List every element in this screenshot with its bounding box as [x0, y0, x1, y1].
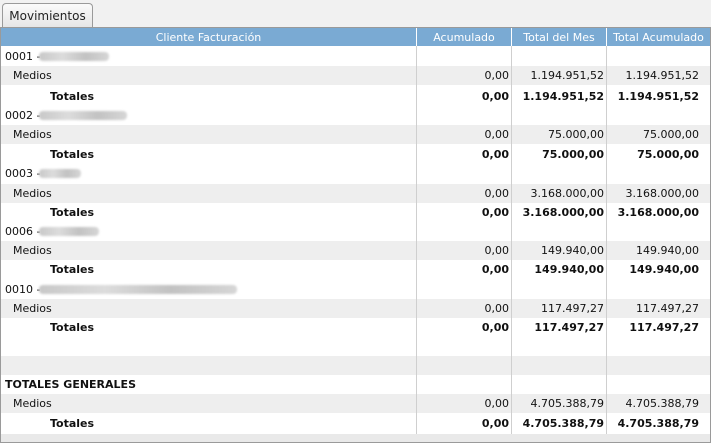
cell-total: 117.497,27: [629, 321, 699, 334]
cell-total: 4.705.388,79: [625, 397, 699, 410]
cell-total: 117.497,27: [636, 302, 699, 315]
client-row[interactable]: 0010 -: [1, 280, 710, 299]
group-label: TOTALES GENERALES: [5, 378, 136, 391]
cell-mes: 4.705.388,79: [522, 417, 604, 430]
totales-row[interactable]: Totales 0,00 149.940,00 149.940,00: [1, 260, 710, 279]
client-code: 0003 -: [5, 167, 41, 180]
cell-total: 3.168.000,00: [625, 187, 699, 200]
cell-mes: 149.940,00: [534, 263, 604, 276]
column-header-cliente[interactable]: Cliente Facturación: [1, 28, 417, 46]
cell-mes: 1.194.951,52: [522, 90, 604, 103]
column-header-acumulado[interactable]: Acumulado: [417, 28, 512, 46]
client-row[interactable]: 0006 -: [1, 222, 710, 241]
redacted-client-name: [39, 285, 237, 294]
medios-row[interactable]: Medios 0,00 1.194.951,52 1.194.951,52: [1, 66, 710, 85]
cell-mes: 117.497,27: [541, 302, 604, 315]
totales-label: Totales: [50, 206, 95, 219]
totales-label: Totales: [50, 417, 95, 430]
horizontal-scrollbar[interactable]: [1, 434, 710, 442]
column-header-total-mes[interactable]: Total del Mes: [512, 28, 607, 46]
cell-mes: 75.000,00: [548, 128, 604, 141]
medios-row[interactable]: Medios 0,00 149.940,00 149.940,00: [1, 241, 710, 260]
cell-mes: 3.168.000,00: [530, 187, 604, 200]
group-header-row[interactable]: TOTALES GENERALES: [1, 375, 710, 394]
cell-acumulado: 0,00: [484, 128, 510, 141]
movimientos-grid: Cliente Facturación Acumulado Total del …: [0, 27, 711, 443]
medios-label: Medios: [13, 302, 52, 315]
totales-row[interactable]: Totales 0,00 75.000,00 75.000,00: [1, 145, 710, 164]
tab-strip: Movimientos: [0, 0, 711, 27]
totales-label: Totales: [50, 148, 95, 161]
totales-row[interactable]: Totales 0,00 4.705.388,79 4.705.388,79: [1, 414, 710, 433]
client-code: 0002 -: [5, 109, 41, 122]
cell-mes: 3.168.000,00: [522, 206, 604, 219]
totales-row[interactable]: Totales 0,00 3.168.000,00 3.168.000,00: [1, 203, 710, 222]
cell-mes: 1.194.951,52: [530, 69, 604, 82]
cell-total: 149.940,00: [629, 263, 699, 276]
cell-acumulado: 0,00: [481, 90, 509, 103]
cell-total: 1.194.951,52: [625, 69, 699, 82]
medios-row[interactable]: Medios 0,00 75.000,00 75.000,00: [1, 125, 710, 144]
cell-acumulado: 0,00: [481, 417, 509, 430]
medios-row[interactable]: Medios 0,00 4.705.388,79 4.705.388,79: [1, 394, 710, 413]
medios-label: Medios: [13, 128, 52, 141]
medios-row[interactable]: Medios 0,00 3.168.000,00 3.168.000,00: [1, 184, 710, 203]
cell-total: 75.000,00: [637, 148, 699, 161]
totales-label: Totales: [50, 321, 95, 334]
totales-row[interactable]: Totales 0,00 1.194.951,52 1.194.951,52: [1, 87, 710, 106]
medios-label: Medios: [13, 397, 52, 410]
redacted-client-name: [39, 169, 81, 178]
cell-total: 3.168.000,00: [617, 206, 699, 219]
cell-acumulado: 0,00: [484, 244, 510, 257]
cell-mes: 149.940,00: [541, 244, 604, 257]
client-row[interactable]: 0001 -: [1, 47, 710, 66]
totales-label: Totales: [50, 90, 95, 103]
medios-row[interactable]: Medios 0,00 117.497,27 117.497,27: [1, 299, 710, 318]
cell-total: 75.000,00: [643, 128, 699, 141]
cell-acumulado: 0,00: [484, 302, 510, 315]
client-code: 0001 -: [5, 50, 41, 63]
cell-mes: 117.497,27: [534, 321, 604, 334]
cell-acumulado: 0,00: [481, 148, 509, 161]
spacer-row: [1, 356, 710, 375]
cell-acumulado: 0,00: [484, 397, 510, 410]
cell-acumulado: 0,00: [484, 69, 510, 82]
column-header-total-acumulado[interactable]: Total Acumulado: [607, 28, 710, 46]
redacted-client-name: [39, 111, 127, 120]
redacted-client-name: [39, 227, 99, 236]
totales-label: Totales: [50, 263, 95, 276]
totales-row[interactable]: Totales 0,00 117.497,27 117.497,27: [1, 318, 710, 337]
column-divider: [511, 46, 512, 442]
medios-label: Medios: [13, 187, 52, 200]
cell-mes: 4.705.388,79: [530, 397, 604, 410]
tab-movimientos[interactable]: Movimientos: [2, 3, 93, 27]
client-row[interactable]: 0002 -: [1, 106, 710, 125]
column-divider: [416, 46, 417, 442]
cell-acumulado: 0,00: [481, 206, 509, 219]
client-row[interactable]: 0003 -: [1, 164, 710, 183]
client-code: 0006 -: [5, 225, 41, 238]
cell-acumulado: 0,00: [484, 187, 510, 200]
redacted-client-name: [39, 52, 109, 61]
column-divider: [606, 46, 607, 442]
cell-acumulado: 0,00: [481, 263, 509, 276]
cell-total: 1.194.951,52: [617, 90, 699, 103]
medios-label: Medios: [13, 69, 52, 82]
client-code: 0010 -: [5, 283, 41, 296]
cell-total: 4.705.388,79: [617, 417, 699, 430]
cell-total: 149.940,00: [636, 244, 699, 257]
medios-label: Medios: [13, 244, 52, 257]
cell-acumulado: 0,00: [481, 321, 509, 334]
cell-mes: 75.000,00: [542, 148, 604, 161]
